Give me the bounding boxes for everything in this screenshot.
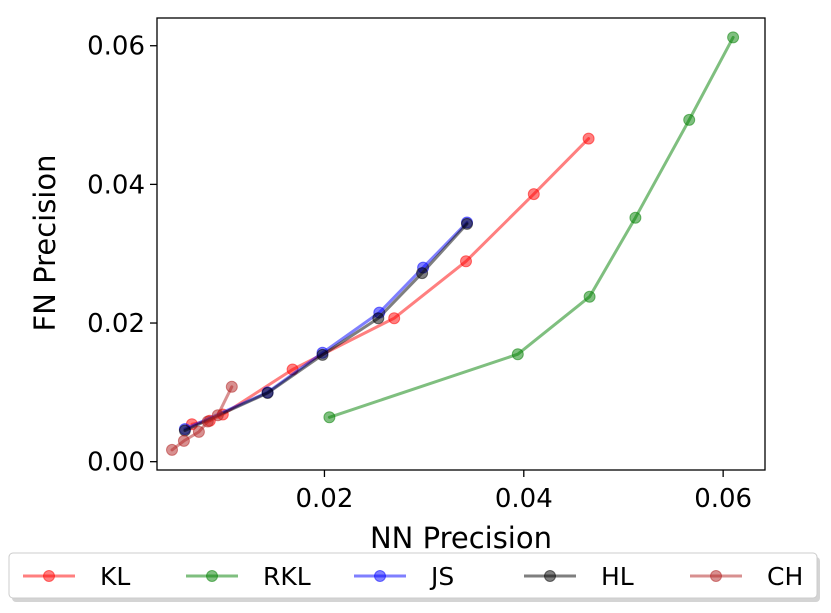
series-ch bbox=[166, 380, 238, 456]
x-tick-label: 0.02 bbox=[296, 484, 354, 514]
data-point-hl bbox=[416, 267, 429, 280]
legend-marker-js bbox=[374, 570, 386, 582]
legend-marker-kl bbox=[43, 570, 55, 582]
legend-marker-rkl bbox=[206, 570, 218, 582]
data-point-ch bbox=[225, 380, 238, 393]
data-point-kl bbox=[527, 188, 540, 201]
data-point-ch bbox=[166, 443, 178, 456]
series-hl bbox=[178, 217, 473, 437]
data-point-hl bbox=[178, 424, 191, 437]
series-kl bbox=[185, 132, 595, 431]
data-point-rkl bbox=[629, 211, 642, 224]
series-line-hl bbox=[183, 222, 469, 432]
y-tick-label: 0.02 bbox=[87, 309, 145, 339]
y-axis-label: FN Precision bbox=[28, 155, 62, 332]
plot-area bbox=[166, 31, 740, 456]
data-point-hl bbox=[372, 312, 385, 325]
legend-item-rkl: RKL bbox=[186, 562, 311, 591]
data-point-hl bbox=[316, 348, 329, 361]
data-point-rkl bbox=[727, 31, 740, 44]
y-tick-label: 0.04 bbox=[87, 170, 145, 200]
legend-item-hl: HL bbox=[524, 562, 634, 591]
axes: 0.02 0.04 0.06 0.00 0.02 0.04 0.06 bbox=[87, 17, 766, 514]
data-point-kl bbox=[582, 132, 595, 145]
series-line-kl bbox=[190, 137, 591, 426]
data-point-ch bbox=[211, 409, 224, 422]
x-tick-label: 0.06 bbox=[694, 484, 752, 514]
legend: KL RKL JS HL CH bbox=[8, 552, 820, 602]
legend-box bbox=[8, 552, 818, 599]
data-point-rkl bbox=[583, 290, 596, 303]
y-tick-label: 0.06 bbox=[87, 32, 145, 62]
data-point-rkl bbox=[511, 348, 524, 361]
data-point-ch bbox=[192, 425, 205, 438]
legend-label-hl: HL bbox=[601, 562, 634, 591]
x-tick-label: 0.04 bbox=[495, 484, 553, 514]
legend-label-js: JS bbox=[429, 562, 454, 591]
legend-marker-hl bbox=[544, 570, 556, 582]
data-point-ch bbox=[177, 434, 190, 447]
data-point-hl bbox=[461, 217, 473, 230]
data-point-rkl bbox=[323, 411, 336, 424]
data-point-hl bbox=[261, 387, 274, 399]
plot-frame bbox=[156, 17, 766, 471]
legend-item-kl: KL bbox=[23, 562, 130, 591]
x-axis-label: NN Precision bbox=[370, 521, 552, 555]
legend-label-ch: CH bbox=[767, 562, 803, 591]
y-tick-label: 0.00 bbox=[87, 448, 145, 478]
legend-label-kl: KL bbox=[100, 562, 130, 591]
data-point-rkl bbox=[683, 113, 696, 126]
data-point-kl bbox=[460, 255, 472, 268]
legend-item-js: JS bbox=[354, 562, 454, 591]
data-point-ch bbox=[201, 415, 214, 428]
legend-marker-ch bbox=[710, 570, 722, 582]
data-point-kl bbox=[388, 312, 401, 325]
series-line-rkl bbox=[327, 35, 735, 419]
legend-item-ch: CH bbox=[690, 562, 803, 591]
legend-label-rkl: RKL bbox=[263, 562, 311, 591]
series-rkl bbox=[323, 31, 740, 424]
